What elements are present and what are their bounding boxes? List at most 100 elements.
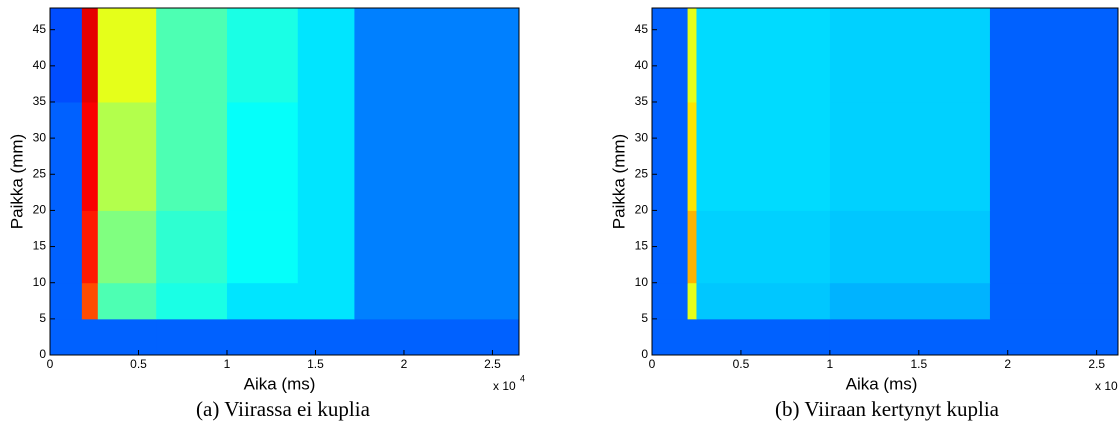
y-tick-label: 30 — [33, 130, 47, 144]
heatmap-cell — [97, 318, 157, 356]
y-tick-label: 10 — [635, 275, 649, 289]
y-tick-label: 0 — [39, 347, 46, 361]
plot: 0 0.5 1 1.5 2 2.5 0 5 10 15 20 25 30 35 40 45 Aika (ms) P… — [609, 7, 1119, 421]
heatmap-cell — [97, 101, 157, 211]
heatmap-cell — [297, 210, 355, 284]
x-tick-label: 2 — [401, 357, 408, 371]
x-tick-label: 2 — [1004, 357, 1011, 371]
heatmap-cell — [81, 8, 99, 103]
y-axis-label: Paikka (mm) — [7, 134, 26, 229]
heatmap-cell — [156, 210, 228, 284]
y-tick-label: 45 — [635, 22, 649, 36]
x-tick-label: 2.5 — [1088, 357, 1105, 371]
heatmap-cell — [81, 318, 99, 356]
x-tick-label: 1.5 — [307, 357, 324, 371]
heatmap-cell — [297, 8, 355, 103]
heatmap-cell — [81, 101, 99, 211]
heatmap-cell — [50, 8, 83, 103]
heatmap-cell — [226, 318, 299, 356]
heatmap-cell — [687, 8, 697, 103]
heatmap-cell — [652, 282, 689, 320]
heatmap-cell — [50, 318, 83, 356]
heatmap-cell — [687, 318, 697, 356]
heatmap-cell — [829, 8, 991, 103]
heatmap-cell — [50, 210, 83, 284]
y-tick-label: 0 — [641, 347, 648, 361]
heatmap-cell — [156, 8, 228, 103]
heatmap-cell — [989, 282, 1119, 320]
y-tick-label: 35 — [33, 94, 47, 108]
y-tick-label: 40 — [635, 58, 649, 72]
heatmap-cell — [652, 210, 689, 284]
heatmap-cell — [226, 101, 299, 211]
heatmap-cell — [696, 210, 831, 284]
heatmap-cell — [354, 282, 520, 320]
heatmap-cell — [50, 101, 83, 211]
caption: (b) Viiraan kertynyt kuplia — [775, 397, 1000, 421]
x-axis-label: Aika (ms) — [244, 374, 316, 393]
heatmap-cell — [687, 210, 697, 284]
x-tick-label: 1 — [827, 357, 834, 371]
heatmap-cell — [297, 282, 355, 320]
heatmap-cell — [652, 318, 689, 356]
heatmap-cell — [696, 8, 831, 103]
x-tick-label: 1.5 — [910, 357, 927, 371]
heatmap-cell — [354, 8, 520, 103]
heatmap-cell — [81, 282, 99, 320]
heatmap-cell — [81, 210, 99, 284]
y-tick-label: 20 — [33, 203, 47, 217]
plot: 0 0.5 1 1.5 2 2.5 0 5 10 15 20 25 30 35 40 45 Aika (ms) P… — [7, 7, 525, 421]
heatmap-cell — [687, 101, 697, 211]
heatmap-cell — [297, 318, 355, 356]
heatmap-cell — [226, 282, 299, 320]
x-multiplier: x 10 — [493, 379, 516, 393]
y-tick-label: 45 — [33, 22, 47, 36]
y-tick-label: 35 — [635, 94, 649, 108]
heatmap-cell — [696, 101, 831, 211]
heatmap-cell — [829, 318, 991, 356]
heatmap-cell — [156, 318, 228, 356]
heatmap-cell — [97, 8, 157, 103]
heatmap-cell — [156, 101, 228, 211]
y-tick-label: 15 — [635, 239, 649, 253]
x-tick-label: 1 — [224, 357, 231, 371]
y-tick-label: 10 — [33, 275, 47, 289]
heatmap-cell — [226, 8, 299, 103]
heatmap-cell — [829, 210, 991, 284]
heatmap-cell — [829, 282, 991, 320]
heatmap-cell — [989, 101, 1119, 211]
x-multiplier-exponent: 4 — [520, 373, 525, 383]
y-tick-label: 30 — [635, 130, 649, 144]
heatmap-cell — [687, 282, 697, 320]
y-axis-label: Paikka (mm) — [609, 134, 628, 229]
y-tick-label: 15 — [33, 239, 47, 253]
y-tick-label: 5 — [641, 311, 648, 325]
x-axis-label: Aika (ms) — [846, 374, 918, 393]
heatmap-cell — [50, 282, 83, 320]
x-tick-label: 0 — [47, 357, 54, 371]
heatmap-cell — [696, 318, 831, 356]
heatmap-cell — [989, 318, 1119, 356]
y-tick-label: 40 — [33, 58, 47, 72]
heatmap-cell — [354, 318, 520, 356]
y-tick-label: 20 — [635, 203, 649, 217]
x-tick-label: 2.5 — [484, 357, 501, 371]
heatmap-cell — [989, 210, 1119, 284]
x-multiplier: x 10 — [1095, 379, 1118, 393]
heatmap-cell — [297, 101, 355, 211]
heatmap-cell — [156, 282, 228, 320]
heatmap-cell — [989, 8, 1119, 103]
x-tick-label: 0.5 — [130, 357, 147, 371]
y-tick-label: 5 — [39, 311, 46, 325]
heatmap-cell — [652, 8, 689, 103]
y-tick-label: 25 — [33, 166, 47, 180]
x-tick-label: 0.5 — [733, 357, 750, 371]
x-tick-label: 0 — [649, 357, 656, 371]
heatmap-cell — [97, 210, 157, 284]
y-tick-label: 25 — [635, 166, 649, 180]
heatmap-cell — [354, 210, 520, 284]
heatmap-cell — [829, 101, 991, 211]
caption: (a) Viirassa ei kuplia — [196, 397, 371, 421]
heatmap-cell — [226, 210, 299, 284]
